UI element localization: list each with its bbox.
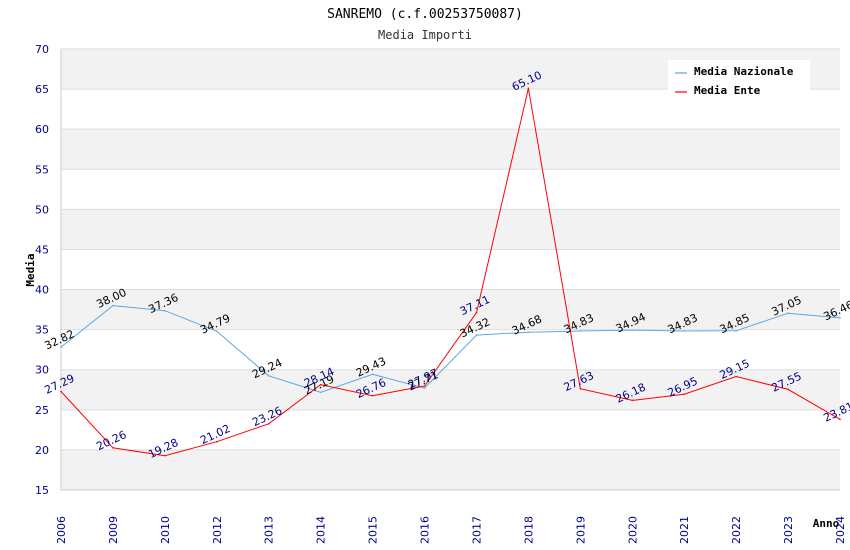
data-point-media-nazionale — [527, 331, 530, 334]
data-point-media-nazionale — [735, 330, 737, 332]
x-tick-label: 2014 — [315, 516, 328, 544]
data-point-media-ente — [423, 385, 426, 387]
data-point-media-ente — [839, 418, 841, 421]
data-point-media-nazionale — [475, 334, 478, 336]
data-point-media-ente — [631, 399, 634, 402]
y-tick-labels: 15 20 25 30 35 40 45 50 55 60 65 70 — [35, 43, 49, 497]
data-point-media-nazionale — [423, 387, 426, 389]
x-tick-label: 2017 — [470, 516, 483, 544]
y-tick-label: 15 — [35, 484, 49, 497]
x-tick-label: 2024 — [834, 516, 847, 544]
data-point-media-ente — [475, 311, 478, 314]
x-tick-label: 2018 — [522, 516, 535, 544]
data-label-media-ente: 21.02 — [198, 422, 232, 447]
legend-box — [668, 60, 810, 101]
x-tick-label: 2015 — [367, 516, 380, 544]
x-tick-label: 2023 — [782, 516, 795, 544]
y-tick-label: 25 — [35, 404, 49, 417]
legend-label-media-ente: Media Ente — [694, 84, 761, 97]
data-point-media-ente — [787, 388, 789, 391]
data-point-media-ente — [579, 387, 582, 390]
x-tick-labels: 2006 2009 2010 2012 2013 2014 2015 2016 2017 2018… — [55, 516, 847, 544]
data-point-media-nazionale — [579, 330, 582, 332]
grid-band — [61, 129, 840, 170]
data-point-media-ente — [112, 447, 114, 449]
x-tick-label: 2020 — [626, 516, 639, 544]
y-tick-label: 70 — [35, 43, 49, 56]
x-axis-label: Anno — [813, 517, 840, 530]
data-point-media-nazionale — [319, 391, 322, 394]
data-point-media-nazionale — [60, 346, 62, 348]
data-point-media-nazionale — [371, 373, 374, 376]
x-tick-label: 2010 — [159, 516, 172, 544]
x-tick-label: 2019 — [574, 516, 587, 544]
data-point-media-ente — [735, 375, 737, 378]
y-tick-label: 65 — [35, 83, 49, 96]
grid-bands — [61, 49, 840, 490]
series-line-media-nazionale — [60, 305, 841, 393]
y-tick-label: 60 — [35, 123, 49, 136]
y-tick-label: 40 — [35, 284, 49, 297]
x-tick-label: 2012 — [211, 516, 224, 544]
data-point-media-nazionale — [839, 317, 841, 319]
gridlines — [61, 48, 840, 491]
y-tick-label: 30 — [35, 364, 49, 377]
data-point-media-nazionale — [216, 330, 218, 333]
data-point-media-nazionale — [112, 304, 114, 307]
series-lines — [60, 87, 841, 457]
data-point-media-nazionale — [787, 312, 789, 314]
data-point-media-ente — [683, 393, 685, 395]
y-tick-label: 20 — [35, 444, 49, 457]
grid-band — [61, 449, 840, 490]
y-tick-label: 50 — [35, 203, 49, 216]
data-point-media-nazionale — [631, 329, 634, 331]
data-point-media-ente — [216, 440, 218, 443]
data-point-media-ente — [527, 87, 530, 90]
data-point-media-ente — [371, 394, 374, 397]
x-tick-label: 2006 — [55, 516, 68, 544]
data-point-media-nazionale — [164, 309, 166, 312]
y-tick-label: 35 — [35, 324, 49, 337]
y-tick-label: 45 — [35, 243, 49, 256]
legend: Media Nazionale Media Ente — [668, 60, 810, 101]
y-axis-label: Media — [24, 253, 37, 286]
x-tick-label: 2013 — [263, 516, 276, 544]
y-tick-label: 55 — [35, 163, 49, 176]
chart-subtitle: Media Importi — [378, 28, 472, 42]
data-point-media-ente — [164, 454, 166, 457]
data-point-media-nazionale — [267, 375, 270, 377]
x-tick-label: 2016 — [419, 516, 432, 544]
series-line-media-ente — [60, 88, 841, 457]
grid-band — [61, 209, 840, 250]
grid-band — [61, 369, 840, 410]
x-tick-label: 2021 — [678, 516, 691, 544]
data-point-media-nazionale — [683, 330, 685, 332]
data-point-media-ente — [267, 422, 270, 425]
x-tick-label: 2022 — [730, 516, 743, 544]
x-tick-label: 2009 — [107, 516, 120, 544]
legend-label-media-nazionale: Media Nazionale — [694, 65, 794, 78]
data-point-media-ente — [60, 390, 62, 393]
grid-band — [61, 289, 840, 330]
data-point-media-ente — [319, 383, 322, 386]
chart-title: SANREMO (c.f.00253750087) — [327, 7, 523, 22]
